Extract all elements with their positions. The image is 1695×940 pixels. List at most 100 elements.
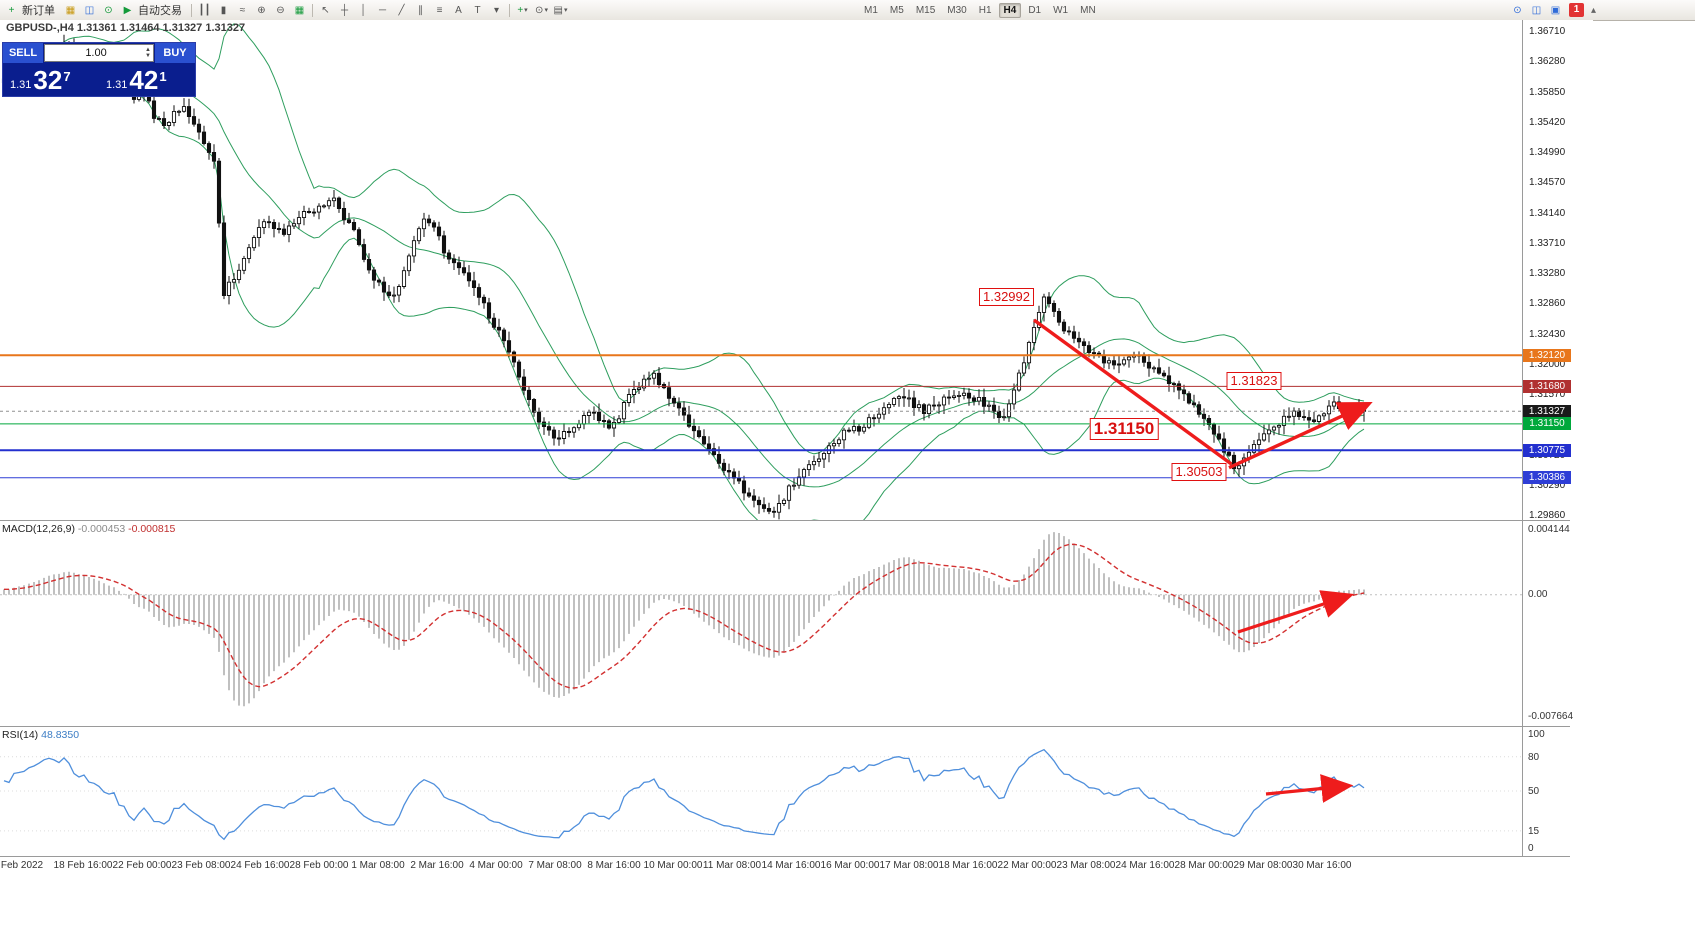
timeframe-m30-button[interactable]: M30	[947, 4, 967, 16]
new-order-button[interactable]: +	[3, 3, 20, 18]
timeframe-h4-button[interactable]: H4	[998, 2, 1022, 18]
templates-button[interactable]: ▤ ▾	[552, 3, 569, 18]
price-chart[interactable]	[0, 20, 1522, 520]
sell-button[interactable]: SELL	[3, 43, 43, 63]
trendline-button[interactable]: ╱	[393, 3, 410, 18]
vertical-line-button[interactable]: │	[355, 3, 372, 18]
price-badge: 1.32120	[1523, 348, 1571, 362]
alert-badge[interactable]: 1	[1569, 3, 1584, 17]
bar-chart-button[interactable]: ┃┃	[196, 3, 213, 18]
profiles-button[interactable]: ◫	[81, 3, 98, 18]
sell-price-pip: 7	[63, 69, 71, 84]
trend-arrow[interactable]	[1228, 401, 1373, 470]
time-label: 7 Mar 08:00	[528, 860, 582, 871]
zoom-in-button[interactable]: ⊕	[253, 3, 270, 18]
zoom-out-icon: ⊖	[276, 4, 285, 16]
indicators-icon: +	[517, 4, 524, 16]
cursor-button[interactable]: ↖	[317, 3, 334, 18]
equidistant-channel-icon: ∥	[418, 4, 423, 16]
periods-button[interactable]: ⊙ ▾	[533, 3, 550, 18]
timeframe-w1-button[interactable]: W1	[1053, 4, 1069, 16]
volume-decrement-button[interactable]: ▼	[145, 53, 151, 59]
time-label: 28 Feb 00:00	[289, 860, 349, 871]
zoom-out-button[interactable]: ⊖	[272, 3, 289, 18]
crosshair-button[interactable]: ┼	[336, 3, 353, 18]
price-tick: 1.32430	[1529, 328, 1566, 340]
maximize-window-button[interactable]: ▣	[1547, 3, 1564, 18]
text-label-button[interactable]: T	[469, 3, 486, 18]
auto-trading-button[interactable]: ▶	[119, 3, 136, 18]
trendline-icon: ╱	[398, 4, 405, 16]
equidistant-channel-button[interactable]: ∥	[412, 3, 429, 18]
toolbar: + 新订单 ▦ ◫ ⊙ ▶ 自动交易 ┃┃ ▮ ≈ ⊕ ⊖ ▦ ↖ ┼ │ ─ ╱ ∥ ≡ A T ▾ + ▾ ⊙ ▾ ▤ ▾ M1 M5…	[0, 0, 1695, 21]
collapse-toolbar-button[interactable]: ▴	[1590, 4, 1597, 16]
rsi-line	[3, 748, 1365, 841]
refresh-icon: ⊙	[104, 4, 113, 16]
rsi-panel[interactable]	[0, 726, 1522, 856]
timeframe-mn-button[interactable]: MN	[1080, 4, 1096, 16]
price-annotation[interactable]: 1.31150	[1089, 418, 1159, 440]
refresh-button[interactable]: ⊙	[100, 3, 117, 18]
price-tick: 1.34570	[1529, 177, 1566, 189]
line-chart-button[interactable]: ≈	[234, 3, 251, 18]
price-tick: 1.30290	[1529, 479, 1566, 491]
timeframe-h1-button[interactable]: H1	[978, 4, 992, 16]
price-tick: 1.34990	[1529, 147, 1566, 158]
price-badge: 1.30775	[1523, 443, 1571, 457]
new-order-label: 新订单	[22, 5, 55, 17]
indicators-button[interactable]: + ▾	[514, 3, 531, 18]
charts-button[interactable]: ▦	[62, 3, 79, 18]
bollinger-middle-band	[4, 56, 1365, 488]
line-chart-icon: ≈	[239, 4, 246, 16]
macd-trend-arrow[interactable]	[1237, 590, 1355, 634]
rsi-label: RSI(14) 48.8350	[2, 729, 79, 741]
rsi-trend-arrow[interactable]	[1265, 774, 1354, 803]
one-click-trading-panel: SELL 1.00 ▲ ▼ BUY 1.31 32 7 1.31 42 1	[2, 42, 196, 97]
timeframe-m1-button[interactable]: M1	[864, 4, 878, 16]
timeframe-d1-button[interactable]: D1	[1028, 4, 1042, 16]
tile-windows-button[interactable]: ▦	[291, 3, 308, 18]
buy-button[interactable]: BUY	[155, 43, 195, 63]
search-button[interactable]: ⊙	[1509, 3, 1526, 18]
price-annotation[interactable]: 1.31823	[1226, 372, 1282, 390]
price-tick: 1.29860	[1529, 510, 1566, 521]
time-label: 4 Mar 00:00	[469, 860, 523, 871]
chart-window-icon: ◫	[1531, 4, 1542, 16]
auto-trading-label: 自动交易	[138, 5, 182, 17]
volume-increment-button[interactable]: ▲	[145, 47, 151, 53]
timeframe-m5-button[interactable]: M5	[889, 4, 904, 16]
time-label: 24 Mar 16:00	[1115, 860, 1175, 871]
time-axis[interactable]: Feb 2022 18 Feb 16:00 22 Feb 00:00 23 Feb 0…	[0, 857, 1570, 874]
chart-panel[interactable]: GBPUSD-,H4 1.31361 1.31464 1.31327 1.313…	[0, 20, 1522, 520]
sell-price-prefix: 1.31	[10, 79, 32, 91]
rsi-scale-label: 100	[1528, 729, 1545, 740]
volume-input[interactable]: 1.00 ▲ ▼	[44, 44, 154, 62]
toolbar-right-group: ⊙ ◫ ▣ 1 ▴	[1508, 0, 1603, 20]
arrows-object-button[interactable]: ▾	[488, 3, 505, 18]
price-tick: 1.33280	[1529, 268, 1566, 279]
time-label: 22 Feb 00:00	[112, 860, 172, 871]
toolbar-separator	[312, 3, 313, 17]
price-annotation[interactable]: 1.30503	[1171, 463, 1227, 481]
time-label: 1 Mar 08:00	[351, 860, 405, 871]
price-annotation[interactable]: 1.32992	[979, 288, 1034, 306]
horizontal-line-button[interactable]: ─	[374, 3, 391, 18]
buy-price[interactable]: 1.31 42 1	[99, 63, 195, 96]
sell-price[interactable]: 1.31 32 7	[3, 63, 99, 96]
macd-scale-max: 0.004144	[1528, 524, 1570, 535]
trend-arrow[interactable]	[1032, 318, 1233, 466]
candlestick-chart-button[interactable]: ▮	[215, 3, 232, 18]
macd-panel[interactable]	[0, 520, 1522, 726]
text-button[interactable]: A	[450, 3, 467, 18]
chart-window-button[interactable]: ◫	[1528, 3, 1545, 18]
vertical-line-icon: │	[360, 4, 367, 16]
trade-panel-prices: 1.31 32 7 1.31 42 1	[3, 63, 195, 96]
tile-windows-icon: ▦	[294, 4, 305, 16]
price-tick: 1.34140	[1529, 207, 1566, 219]
time-label: 28 Mar 00:00	[1174, 860, 1234, 871]
price-scale[interactable]: 1.36710 1.36280 1.35850 1.35420 1.34990 1.345…	[1523, 20, 1593, 857]
timeframe-m15-button[interactable]: M15	[915, 4, 936, 16]
fibonacci-button[interactable]: ≡	[431, 3, 448, 18]
rsi-indicator-name: RSI(14)	[2, 729, 39, 741]
zoom-in-icon: ⊕	[257, 4, 266, 16]
